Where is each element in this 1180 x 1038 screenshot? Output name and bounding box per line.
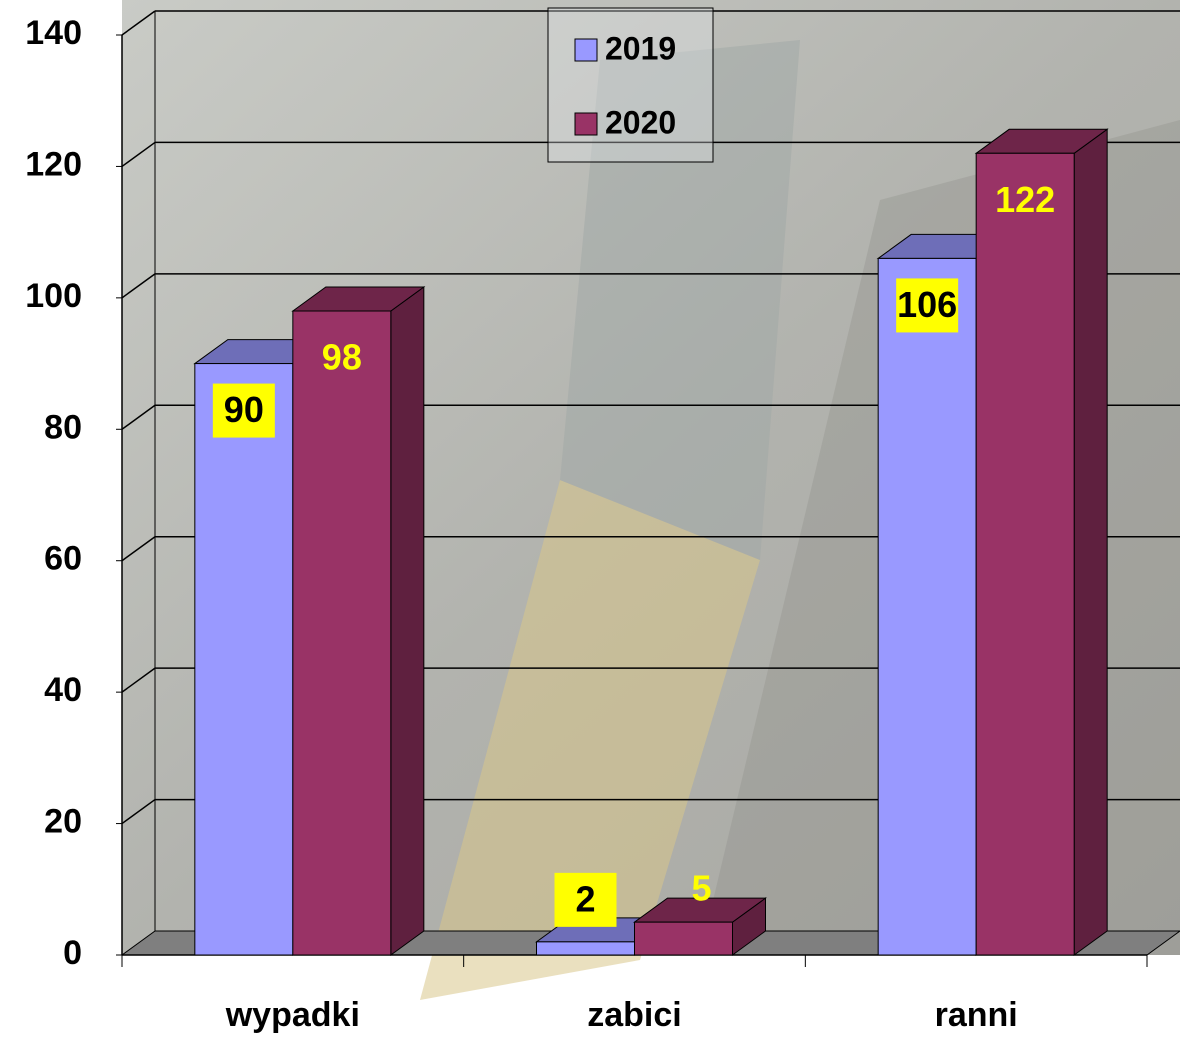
value-label: 106 — [897, 284, 957, 325]
y-tick-label: 140 — [25, 14, 82, 52]
value-label: 90 — [224, 389, 264, 430]
value-label: 2 — [575, 878, 595, 919]
value-label: 5 — [691, 868, 711, 909]
bar — [877, 257, 977, 956]
legend-label: 2020 — [605, 104, 676, 140]
photo-shape — [420, 480, 760, 1000]
grid-line-side — [121, 536, 156, 562]
bar-side — [1073, 128, 1108, 956]
y-tick-label: 80 — [44, 408, 82, 446]
x-tick-label: zabici — [587, 996, 681, 1034]
legend-box — [547, 7, 714, 163]
bar — [292, 310, 392, 956]
value-label-bg — [212, 383, 275, 438]
grid-line-side — [121, 667, 156, 693]
grid-line-side — [121, 141, 156, 168]
legend-label: 2019 — [605, 30, 676, 66]
value-label-bg — [554, 872, 617, 927]
bar — [194, 363, 294, 956]
y-tick-label: 20 — [44, 803, 82, 841]
bar — [634, 921, 733, 956]
x-tick-label: wypadki — [225, 996, 360, 1034]
y-tick-label: 100 — [25, 277, 82, 315]
grid-line-side — [121, 404, 156, 430]
legend-swatch — [574, 38, 598, 62]
bar — [536, 941, 635, 956]
grid-line-side — [121, 273, 156, 299]
photo-shape — [560, 40, 800, 560]
y-tick-label: 120 — [25, 145, 82, 183]
y-tick-label: 60 — [44, 540, 82, 578]
grid-line-side — [121, 10, 156, 36]
value-label-bg — [896, 278, 959, 333]
y-tick-label: 0 — [63, 934, 82, 972]
bar-side — [390, 286, 425, 956]
legend-swatch — [574, 112, 598, 136]
x-tick-label: ranni — [935, 996, 1018, 1034]
value-label: 98 — [322, 337, 362, 378]
bar — [975, 152, 1075, 956]
grid-line-side — [121, 798, 156, 825]
value-label: 122 — [995, 179, 1055, 220]
y-tick-label: 40 — [44, 671, 82, 709]
